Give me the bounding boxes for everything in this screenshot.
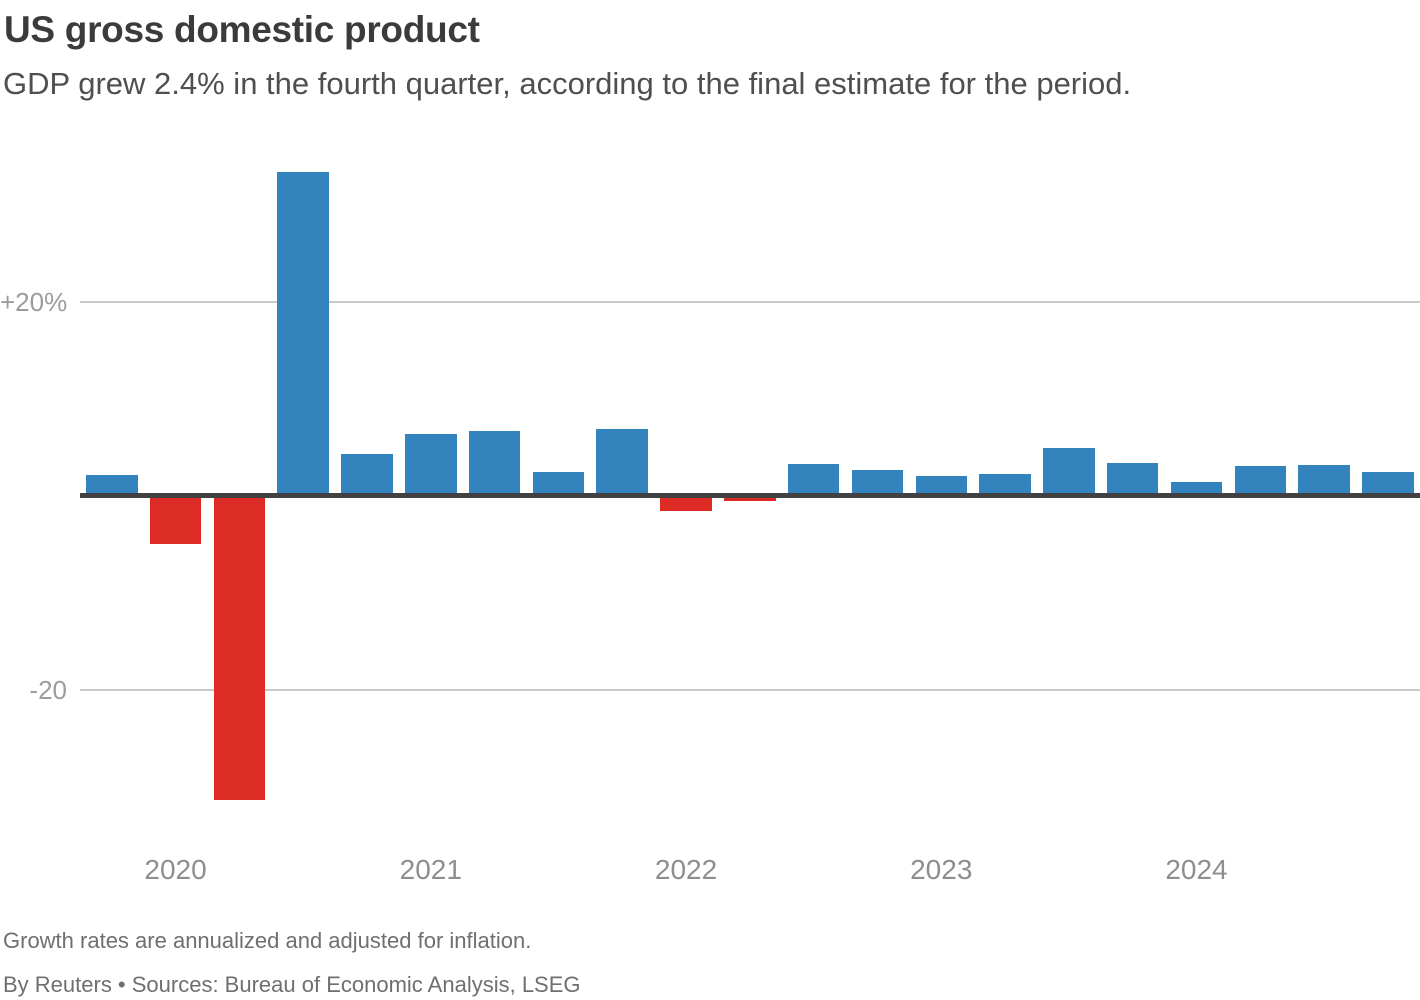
bar-q1-2024	[1170, 481, 1223, 496]
chart-footnote: Growth rates are annualized and adjusted…	[3, 928, 532, 953]
bar-q3-2022	[787, 464, 840, 496]
x-tick-label-2023: 2023	[910, 854, 973, 885]
bar-q3-2023	[1043, 447, 1095, 496]
bar-q3-2021	[532, 472, 585, 496]
bar-q4-2021	[596, 428, 648, 496]
zero-axis-line	[80, 493, 1420, 498]
x-tick-label-2021: 2021	[399, 854, 462, 885]
bar-q2-2021	[468, 430, 521, 496]
bar-q4-2024	[1362, 472, 1414, 496]
y-tick-label: +20%	[0, 286, 68, 317]
bar-q1-2020	[149, 495, 202, 544]
bar-q4-2020	[341, 453, 393, 496]
bar-q1-2022	[660, 495, 712, 512]
bar-q3-2024	[1298, 465, 1350, 496]
bar-q2-2022	[724, 495, 776, 502]
bar-q4-2022	[851, 470, 904, 496]
bar-q4-2023	[1106, 462, 1159, 496]
bar-q1-2023	[915, 476, 968, 496]
gridline-minus20	[80, 688, 1420, 691]
bar-q2-2020	[213, 495, 266, 801]
x-tick-label-2020: 2020	[144, 854, 207, 885]
y-tick-label: -20	[29, 674, 67, 705]
bar-q1-2021	[405, 434, 457, 496]
chart-title: US gross domestic product	[4, 9, 480, 50]
chart-byline: By Reuters • Sources: Bureau of Economic…	[3, 972, 581, 997]
chart-subtitle: GDP grew 2.4% in the fourth quarter, acc…	[3, 66, 1132, 101]
bar-q4-2019	[86, 475, 138, 496]
x-tick-label-2024: 2024	[1165, 854, 1228, 885]
x-tick-label-2022: 2022	[654, 854, 718, 885]
bar-q2-2023	[979, 474, 1031, 496]
bar-q2-2024	[1234, 466, 1287, 496]
bar-q3-2020	[277, 171, 329, 496]
gridline-plus20	[80, 300, 1420, 303]
